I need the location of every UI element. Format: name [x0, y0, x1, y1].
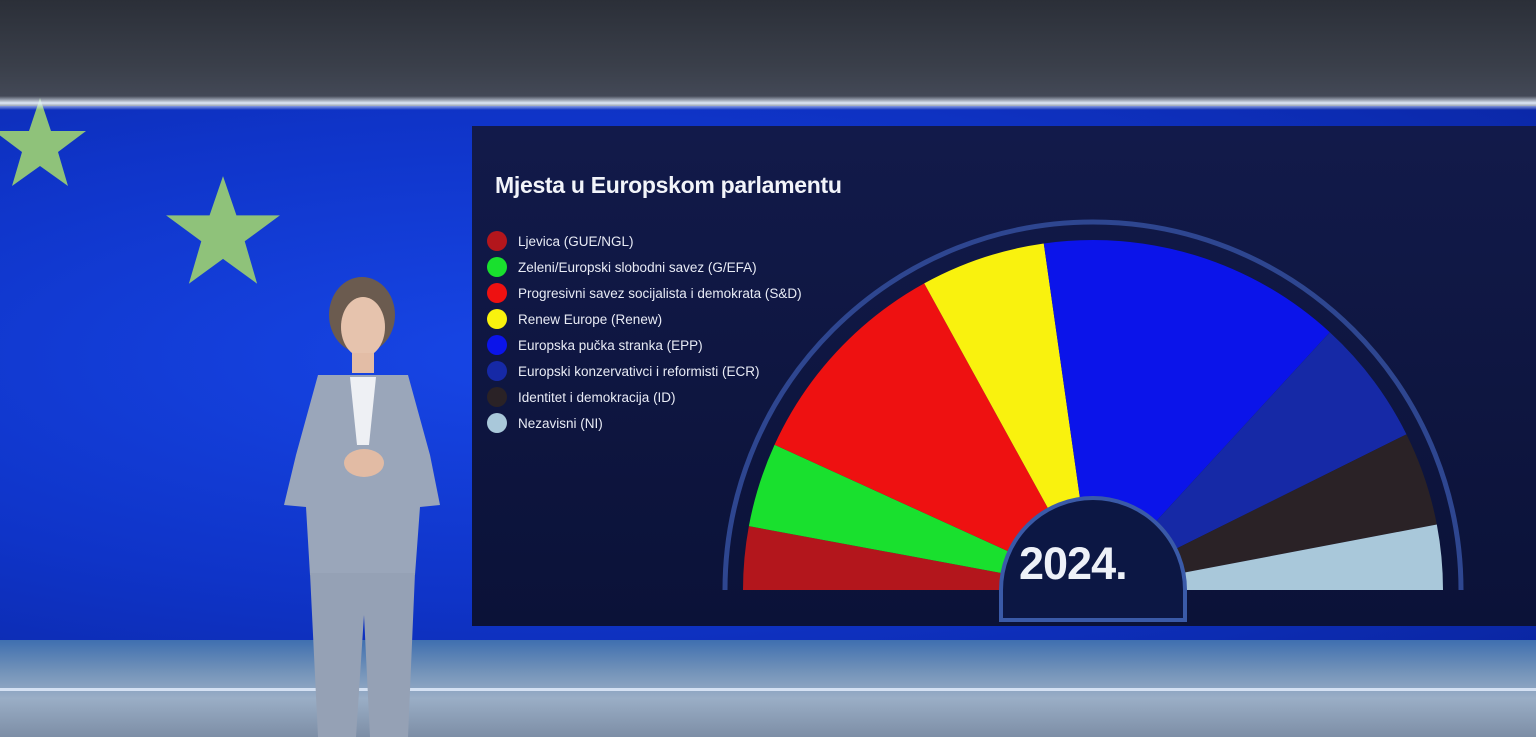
seat-slice-3 [924, 243, 1081, 512]
legend-swatch-ecr [487, 361, 507, 381]
legend-label: Ljevica (GUE/NGL) [518, 233, 634, 249]
legend-label: Progresivni savez socijalista i demokrat… [518, 285, 802, 301]
seat-slice-0 [743, 526, 1005, 590]
legend-swatch-sd [487, 283, 507, 303]
seat-slice-1 [748, 444, 1012, 574]
legend-label: Europski konzervativci i reformisti (ECR… [518, 363, 760, 379]
eu-star-icon [166, 176, 280, 284]
hemicycle-outer-ring [722, 219, 1464, 591]
legend-swatch-id [487, 387, 507, 407]
legend-label: Renew Europe (Renew) [518, 311, 663, 327]
legend-item: Renew Europe (Renew) [487, 306, 802, 332]
seat-slice-5 [1153, 332, 1407, 550]
year-label: 2024. [1019, 538, 1128, 589]
seat-slice-4 [1043, 240, 1330, 524]
legend-swatch-gue [487, 231, 507, 251]
seat-slice-6 [1173, 434, 1437, 574]
legend-item: Europska pučka stranka (EPP) [487, 332, 802, 358]
legend-swatch-greens [487, 257, 507, 277]
presenter-silhouette [284, 277, 440, 737]
legend-label: Identitet i demokracija (ID) [518, 389, 676, 405]
legend-item: Nezavisni (NI) [487, 410, 802, 436]
legend-label: Nezavisni (NI) [518, 415, 603, 431]
legend-item: Progresivni savez socijalista i demokrat… [487, 280, 802, 306]
legend-item: Europski konzervativci i reformisti (ECR… [487, 358, 802, 384]
legend-swatch-epp [487, 335, 507, 355]
legend-swatch-renew [487, 309, 507, 329]
chart-title: Mjesta u Europskom parlamentu [495, 172, 842, 198]
seat-slices [743, 240, 1443, 590]
floor-light-line [0, 688, 1536, 691]
legend-label: Europska pučka stranka (EPP) [518, 337, 703, 353]
seat-slice-7 [1181, 524, 1443, 590]
eu-star-icon [0, 98, 86, 186]
seat-slice-2 [774, 283, 1050, 553]
chart-legend: Ljevica (GUE/NGL) Zeleni/Europski slobod… [487, 228, 802, 436]
legend-item: Identitet i demokracija (ID) [487, 384, 802, 410]
legend-item: Ljevica (GUE/NGL) [487, 228, 802, 254]
legend-swatch-ni [487, 413, 507, 433]
legend-label: Zeleni/Europski slobodni savez (G/EFA) [518, 259, 757, 275]
studio-light-rim [0, 96, 1536, 110]
year-hub [999, 496, 1187, 622]
legend-item: Zeleni/Europski slobodni savez (G/EFA) [487, 254, 802, 280]
